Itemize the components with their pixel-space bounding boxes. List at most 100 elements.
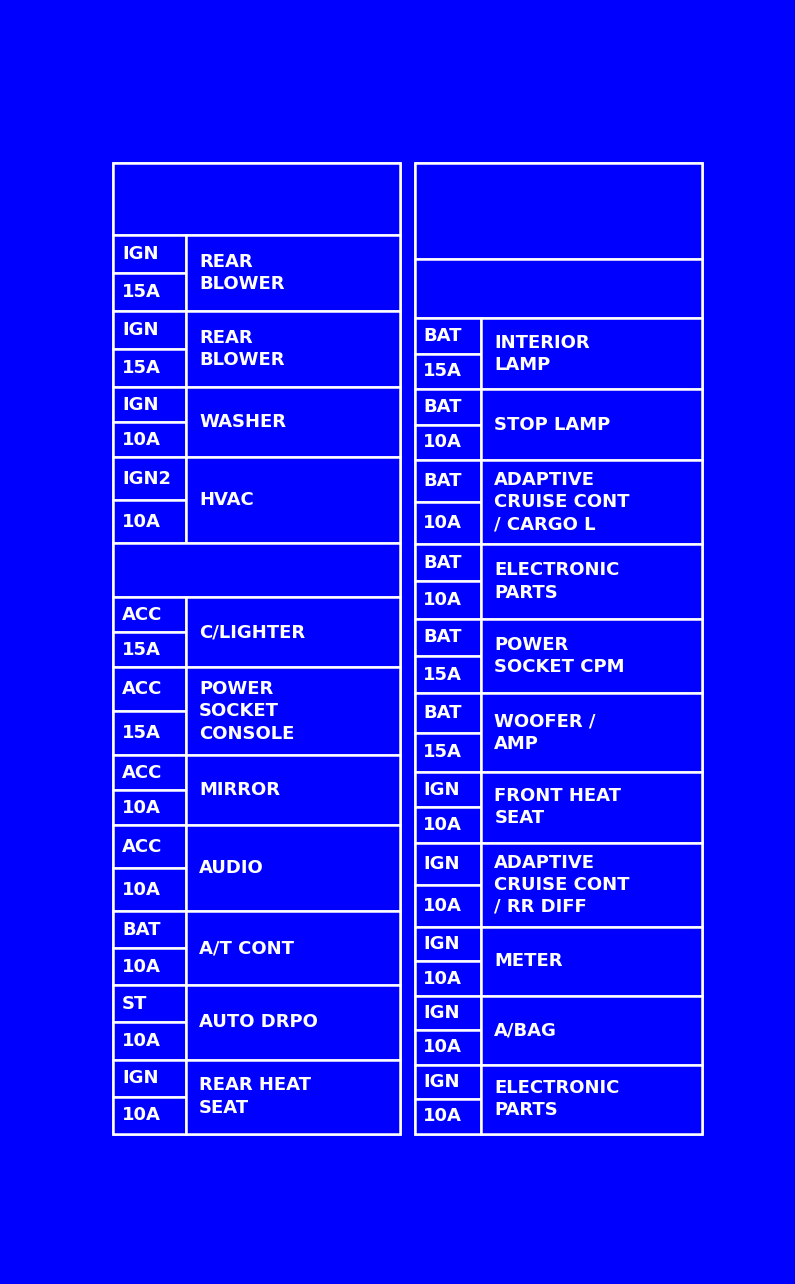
Bar: [114, 311, 186, 349]
Text: 10A: 10A: [423, 1039, 462, 1057]
Text: IGN: IGN: [122, 395, 158, 413]
Bar: [114, 986, 186, 1022]
Text: IGN: IGN: [122, 245, 158, 263]
Bar: [415, 772, 481, 808]
Bar: [186, 826, 400, 912]
Text: 10A: 10A: [423, 815, 462, 833]
Text: INTERIOR
LAMP: INTERIOR LAMP: [494, 334, 590, 374]
Text: IGN: IGN: [423, 1073, 460, 1091]
Bar: [114, 597, 186, 633]
Bar: [415, 460, 481, 502]
Text: ADAPTIVE
CRUISE CONT
/ CARGO L: ADAPTIVE CRUISE CONT / CARGO L: [494, 471, 630, 533]
Text: ACC: ACC: [122, 681, 162, 698]
Bar: [415, 353, 481, 389]
Bar: [481, 544, 701, 619]
Text: BAT: BAT: [423, 553, 462, 571]
Text: BAT: BAT: [423, 473, 462, 490]
Text: METER: METER: [494, 953, 563, 971]
Text: 15A: 15A: [122, 284, 161, 302]
Text: HVAC: HVAC: [200, 492, 254, 510]
Text: IGN: IGN: [423, 855, 460, 873]
Bar: [114, 422, 186, 457]
Text: WOOFER /
AMP: WOOFER / AMP: [494, 713, 595, 752]
Bar: [186, 597, 400, 668]
Text: IGN: IGN: [122, 321, 158, 339]
Bar: [415, 163, 701, 1134]
Bar: [114, 1059, 186, 1097]
Bar: [481, 693, 701, 772]
Text: ELECTRONIC
PARTS: ELECTRONIC PARTS: [494, 561, 619, 601]
Bar: [186, 388, 400, 457]
Bar: [415, 619, 481, 656]
Bar: [186, 235, 400, 311]
Bar: [481, 927, 701, 995]
Text: 10A: 10A: [122, 1032, 161, 1050]
Text: ACC: ACC: [122, 764, 162, 782]
Bar: [114, 912, 186, 949]
Bar: [415, 733, 481, 772]
Bar: [114, 826, 186, 868]
Bar: [186, 311, 400, 388]
Bar: [114, 755, 186, 791]
Bar: [415, 318, 481, 353]
Text: 10A: 10A: [423, 969, 462, 987]
Bar: [415, 808, 481, 842]
Text: IGN: IGN: [423, 935, 460, 953]
Bar: [415, 544, 481, 582]
Bar: [481, 460, 701, 544]
Bar: [186, 986, 400, 1059]
Bar: [114, 349, 186, 388]
Text: MIRROR: MIRROR: [200, 782, 280, 800]
Bar: [114, 668, 186, 711]
Bar: [114, 949, 186, 986]
Text: IGN: IGN: [423, 781, 460, 799]
Text: 15A: 15A: [122, 641, 161, 659]
Text: ACC: ACC: [122, 606, 162, 624]
Bar: [114, 163, 400, 1134]
Bar: [481, 619, 701, 693]
Bar: [415, 1064, 481, 1099]
Bar: [114, 388, 186, 422]
Text: REAR HEAT
SEAT: REAR HEAT SEAT: [200, 1076, 311, 1117]
Bar: [481, 389, 701, 460]
Text: 10A: 10A: [122, 1106, 161, 1124]
Bar: [186, 755, 400, 826]
Text: 15A: 15A: [423, 665, 462, 684]
Text: 10A: 10A: [122, 799, 161, 817]
Text: IGN2: IGN2: [122, 470, 171, 488]
Text: 10A: 10A: [122, 431, 161, 449]
Bar: [415, 582, 481, 619]
Text: BAT: BAT: [423, 327, 462, 345]
Bar: [186, 1059, 400, 1134]
Text: IGN: IGN: [122, 1070, 158, 1088]
Bar: [415, 259, 701, 318]
Bar: [415, 842, 481, 885]
Bar: [186, 668, 400, 755]
Bar: [415, 1099, 481, 1134]
Text: AUTO DRPO: AUTO DRPO: [200, 1013, 318, 1031]
Text: POWER
SOCKET CPM: POWER SOCKET CPM: [494, 636, 625, 677]
Bar: [114, 501, 186, 543]
Bar: [415, 962, 481, 995]
Text: AUDIO: AUDIO: [200, 859, 264, 877]
Bar: [481, 1064, 701, 1134]
Bar: [114, 235, 186, 273]
Bar: [415, 502, 481, 544]
Text: 10A: 10A: [423, 591, 462, 609]
Text: 15A: 15A: [423, 743, 462, 761]
Text: REAR
BLOWER: REAR BLOWER: [200, 329, 285, 370]
Bar: [415, 995, 481, 1030]
Text: 15A: 15A: [122, 724, 161, 742]
Text: 10A: 10A: [122, 881, 161, 899]
Text: FRONT HEAT
SEAT: FRONT HEAT SEAT: [494, 787, 621, 827]
Bar: [114, 1097, 186, 1134]
Bar: [114, 543, 400, 597]
Text: BAT: BAT: [122, 921, 161, 939]
Text: WASHER: WASHER: [200, 413, 286, 431]
Text: REAR
BLOWER: REAR BLOWER: [200, 253, 285, 294]
Text: ACC: ACC: [122, 838, 162, 856]
Bar: [481, 318, 701, 389]
Bar: [114, 791, 186, 826]
Bar: [481, 995, 701, 1064]
Text: IGN: IGN: [423, 1004, 460, 1022]
